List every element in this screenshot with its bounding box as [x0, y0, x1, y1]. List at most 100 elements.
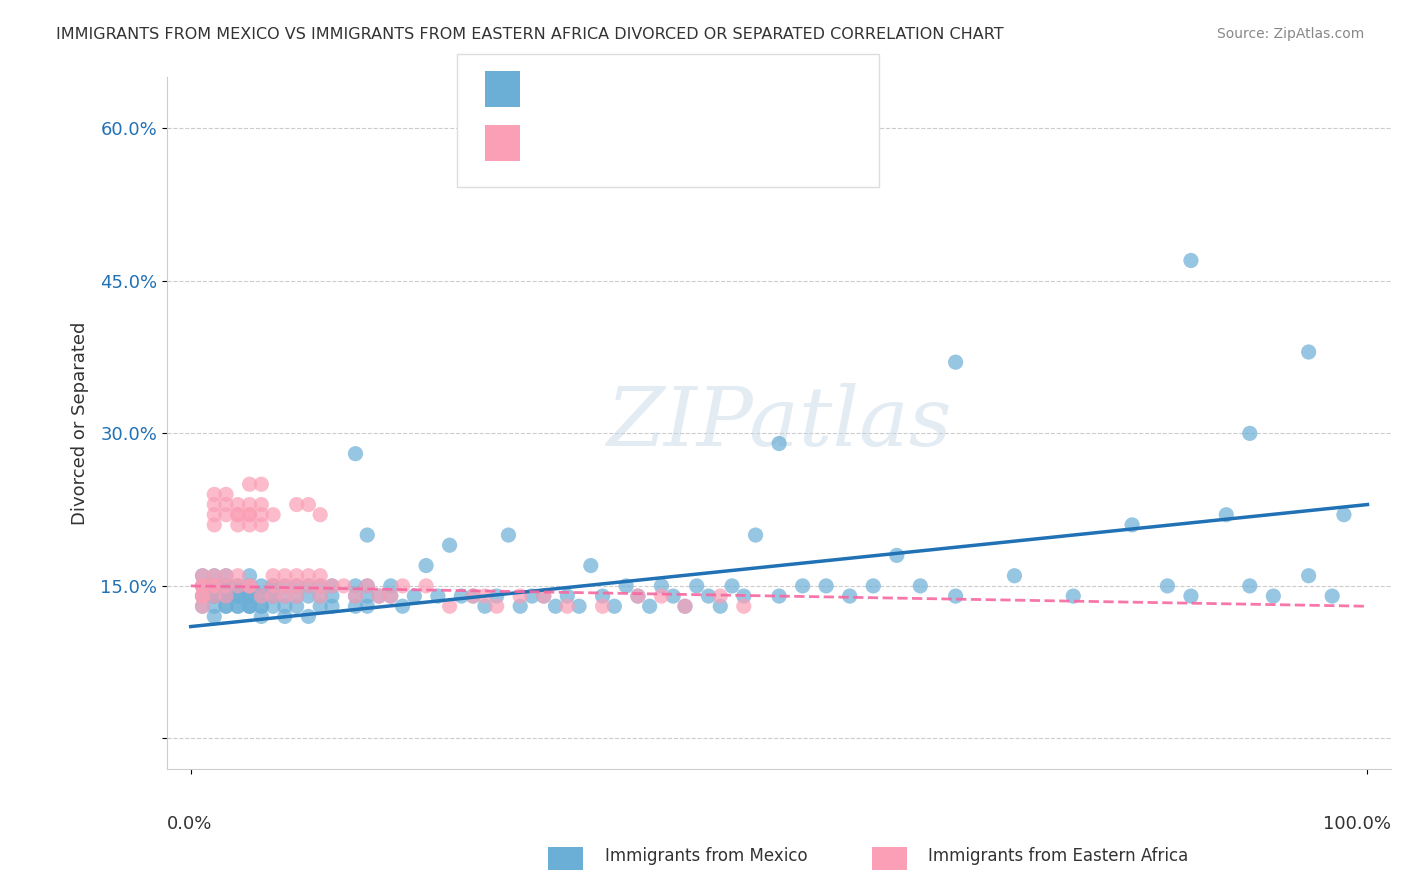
Immigrants from Mexico — [215, 599, 238, 614]
Immigrants from Mexico — [910, 579, 932, 593]
Immigrants from Eastern Africa — [215, 487, 238, 501]
Immigrants from Mexico — [239, 579, 262, 593]
Immigrants from Mexico — [226, 589, 249, 603]
Immigrants from Mexico — [297, 609, 319, 624]
Immigrants from Eastern Africa — [226, 498, 249, 512]
Immigrants from Mexico — [215, 579, 238, 593]
Immigrants from Mexico — [215, 599, 238, 614]
Immigrants from Eastern Africa — [202, 487, 225, 501]
Immigrants from Mexico — [262, 589, 284, 603]
Immigrants from Mexico — [827, 152, 849, 166]
Immigrants from Mexico — [485, 589, 508, 603]
Immigrants from Mexico — [838, 589, 860, 603]
Immigrants from Eastern Africa — [202, 568, 225, 582]
Immigrants from Mexico — [862, 579, 884, 593]
Immigrants from Mexico — [662, 589, 685, 603]
Immigrants from Mexico — [697, 589, 720, 603]
Immigrants from Eastern Africa — [202, 579, 225, 593]
Immigrants from Eastern Africa — [202, 517, 225, 532]
Immigrants from Eastern Africa — [627, 589, 650, 603]
Immigrants from Mexico — [1180, 589, 1202, 603]
Immigrants from Mexico — [250, 589, 273, 603]
Immigrants from Mexico — [215, 568, 238, 582]
Immigrants from Eastern Africa — [309, 568, 332, 582]
Text: Source: ZipAtlas.com: Source: ZipAtlas.com — [1216, 27, 1364, 41]
Immigrants from Mexico — [262, 579, 284, 593]
Immigrants from Mexico — [356, 599, 378, 614]
Immigrants from Mexico — [733, 589, 755, 603]
Immigrants from Mexico — [226, 589, 249, 603]
Immigrants from Eastern Africa — [555, 599, 578, 614]
Immigrants from Mexico — [274, 589, 297, 603]
Immigrants from Eastern Africa — [191, 589, 214, 603]
Immigrants from Mexico — [239, 579, 262, 593]
Immigrants from Eastern Africa — [309, 579, 332, 593]
Immigrants from Mexico — [1333, 508, 1355, 522]
Immigrants from Eastern Africa — [262, 589, 284, 603]
Immigrants from Eastern Africa — [239, 498, 262, 512]
Immigrants from Eastern Africa — [262, 508, 284, 522]
Text: -0.060: -0.060 — [586, 129, 651, 147]
Immigrants from Mexico — [439, 538, 461, 552]
Immigrants from Mexico — [568, 599, 591, 614]
Immigrants from Eastern Africa — [239, 579, 262, 593]
Immigrants from Mexico — [721, 579, 744, 593]
Immigrants from Eastern Africa — [191, 579, 214, 593]
Immigrants from Mexico — [1298, 568, 1320, 582]
Immigrants from Eastern Africa — [250, 498, 273, 512]
Immigrants from Mexico — [1156, 579, 1178, 593]
Immigrants from Mexico — [215, 589, 238, 603]
Immigrants from Mexico — [1239, 579, 1261, 593]
Immigrants from Mexico — [226, 599, 249, 614]
Immigrants from Mexico — [239, 599, 262, 614]
Immigrants from Eastern Africa — [380, 589, 402, 603]
Immigrants from Mexico — [191, 589, 214, 603]
Immigrants from Mexico — [592, 589, 614, 603]
Immigrants from Mexico — [226, 589, 249, 603]
Immigrants from Mexico — [380, 589, 402, 603]
Immigrants from Eastern Africa — [344, 589, 367, 603]
Immigrants from Mexico — [297, 579, 319, 593]
Immigrants from Eastern Africa — [274, 579, 297, 593]
Immigrants from Eastern Africa — [673, 599, 696, 614]
Immigrants from Mexico — [1004, 568, 1026, 582]
Text: N =: N = — [675, 129, 709, 147]
Immigrants from Mexico — [250, 599, 273, 614]
Immigrants from Eastern Africa — [215, 508, 238, 522]
Immigrants from Mexico — [344, 599, 367, 614]
Text: 128: 128 — [721, 80, 759, 98]
Immigrants from Eastern Africa — [202, 498, 225, 512]
Immigrants from Eastern Africa — [297, 568, 319, 582]
Immigrants from Mexico — [202, 579, 225, 593]
Immigrants from Eastern Africa — [391, 579, 413, 593]
Immigrants from Mexico — [309, 589, 332, 603]
Immigrants from Eastern Africa — [509, 589, 531, 603]
Immigrants from Eastern Africa — [239, 579, 262, 593]
Immigrants from Mexico — [520, 589, 543, 603]
Immigrants from Mexico — [555, 589, 578, 603]
Immigrants from Eastern Africa — [191, 568, 214, 582]
Immigrants from Eastern Africa — [474, 589, 496, 603]
Immigrants from Eastern Africa — [250, 517, 273, 532]
Immigrants from Eastern Africa — [226, 579, 249, 593]
Immigrants from Mexico — [344, 447, 367, 461]
Immigrants from Mexico — [344, 579, 367, 593]
Immigrants from Eastern Africa — [215, 589, 238, 603]
Immigrants from Mexico — [297, 589, 319, 603]
Immigrants from Mexico — [321, 589, 343, 603]
Immigrants from Mexico — [215, 579, 238, 593]
Immigrants from Eastern Africa — [239, 517, 262, 532]
Immigrants from Eastern Africa — [356, 579, 378, 593]
Immigrants from Eastern Africa — [215, 568, 238, 582]
Immigrants from Mexico — [274, 599, 297, 614]
Text: R =: R = — [534, 80, 568, 98]
Immigrants from Eastern Africa — [285, 498, 308, 512]
Immigrants from Eastern Africa — [485, 599, 508, 614]
Y-axis label: Divorced or Separated: Divorced or Separated — [72, 321, 89, 524]
Immigrants from Eastern Africa — [733, 599, 755, 614]
Immigrants from Mexico — [1239, 426, 1261, 441]
Immigrants from Mexico — [404, 589, 426, 603]
Immigrants from Mexico — [1298, 345, 1320, 359]
Immigrants from Mexico — [202, 589, 225, 603]
Text: 77: 77 — [721, 129, 747, 147]
